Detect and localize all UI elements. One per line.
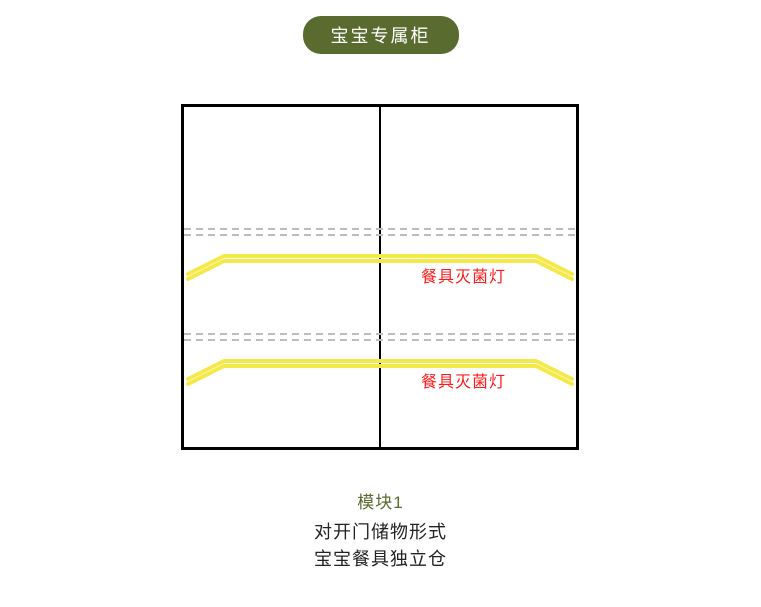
svg-text:餐具灭菌灯: 餐具灭菌灯 xyxy=(421,373,506,391)
title-text: 宝宝专属柜 xyxy=(331,26,431,46)
cabinet-svg: 餐具灭菌灯餐具灭菌灯 xyxy=(181,104,579,450)
module-caption: 模块1 对开门储物形式 宝宝餐具独立仓 xyxy=(181,488,581,573)
module-title: 模块1 xyxy=(181,488,581,513)
module-line-2: 宝宝餐具独立仓 xyxy=(181,546,581,573)
title-badge: 宝宝专属柜 xyxy=(303,16,459,54)
cabinet-diagram: 餐具灭菌灯餐具灭菌灯 xyxy=(181,104,579,450)
svg-text:餐具灭菌灯: 餐具灭菌灯 xyxy=(421,268,506,286)
module-line-1: 对开门储物形式 xyxy=(181,519,581,546)
